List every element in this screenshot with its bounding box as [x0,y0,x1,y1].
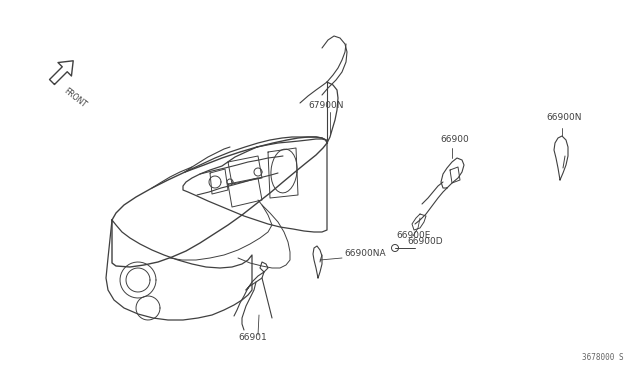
Text: 66900: 66900 [440,135,468,144]
Text: 66901: 66901 [238,333,267,342]
Text: 66900E: 66900E [396,231,430,240]
Text: 67900N: 67900N [308,101,344,110]
Text: 3678000 S: 3678000 S [582,353,623,362]
Text: FRONT: FRONT [62,86,88,110]
Text: 66900N: 66900N [546,113,582,122]
Text: 66900NA: 66900NA [344,249,386,258]
Text: 66900D: 66900D [407,237,443,246]
